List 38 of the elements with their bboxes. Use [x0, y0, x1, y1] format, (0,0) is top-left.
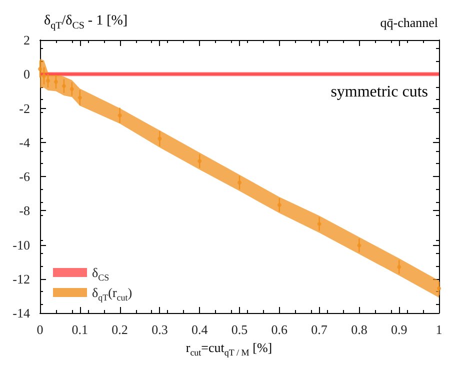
- point: [38, 67, 42, 72]
- annotation: symmetric cuts: [330, 84, 428, 100]
- point: [118, 113, 122, 118]
- point: [78, 96, 82, 100]
- y-tick-label: 2: [24, 32, 30, 48]
- y-tick-label: -10: [12, 237, 30, 252]
- point: [198, 159, 202, 164]
- x-tick-label: 0: [36, 322, 44, 337]
- y-tick-label: 0: [24, 66, 30, 82]
- point: [62, 84, 66, 88]
- point: [357, 243, 362, 248]
- point: [397, 264, 402, 269]
- point: [46, 78, 50, 83]
- x-tick-label: 0.7: [311, 322, 328, 337]
- x-tick-label: 1: [436, 322, 442, 337]
- x-tick-label: 0.2: [112, 322, 128, 337]
- x-tick-label: 0.3: [152, 322, 168, 337]
- y-tick-label: -12: [12, 271, 30, 286]
- x-tick-label: 0.6: [271, 322, 288, 337]
- y-tick-label: -2: [19, 100, 30, 116]
- x-tick-label: 0.4: [191, 322, 208, 337]
- x-tick-label: 0.1: [72, 322, 88, 337]
- y-tick-label: -8: [19, 203, 30, 218]
- point: [54, 80, 58, 84]
- point: [437, 286, 441, 290]
- point: [70, 86, 74, 91]
- x-tick-label: 0.5: [231, 322, 248, 337]
- point: [317, 222, 322, 226]
- x-tick-label: 0.8: [351, 322, 368, 337]
- point: [238, 180, 242, 185]
- y-tick-label: -6: [19, 169, 30, 184]
- y-tick-label: -14: [12, 306, 30, 320]
- point: [277, 202, 282, 207]
- chart-title: qq̄-channel: [380, 15, 438, 30]
- x-tick-label: 0.9: [390, 322, 408, 337]
- point: [42, 74, 46, 78]
- y-tick-label: -4: [19, 134, 30, 150]
- point: [158, 136, 162, 141]
